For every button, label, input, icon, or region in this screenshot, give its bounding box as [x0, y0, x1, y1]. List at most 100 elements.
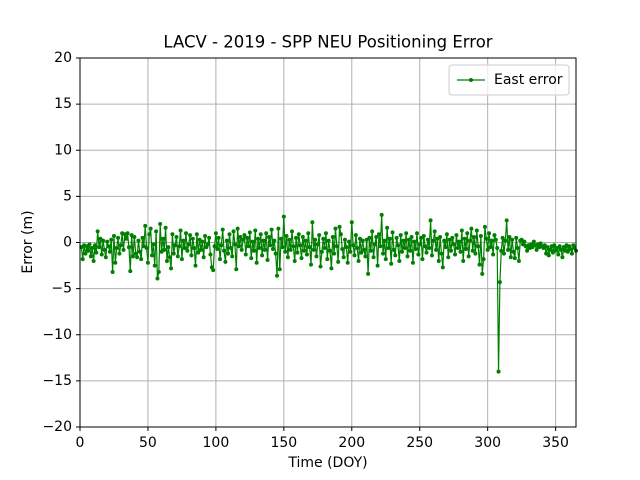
- data-point: [88, 254, 93, 259]
- data-point: [110, 270, 115, 275]
- y-tick-label: 10: [54, 142, 72, 158]
- data-point: [444, 232, 449, 237]
- data-point: [338, 232, 343, 237]
- data-point: [326, 238, 331, 243]
- data-point: [318, 264, 323, 269]
- data-point: [216, 235, 221, 240]
- data-point: [228, 246, 233, 251]
- data-point: [389, 261, 394, 266]
- data-point: [383, 257, 388, 262]
- data-point: [97, 245, 102, 250]
- data-point: [386, 246, 391, 251]
- data-point: [491, 252, 496, 257]
- data-point: [408, 248, 413, 253]
- data-point: [145, 260, 150, 265]
- data-point: [510, 237, 515, 242]
- data-point: [213, 231, 218, 236]
- data-point: [182, 246, 187, 251]
- data-point: [162, 247, 167, 252]
- data-point: [130, 254, 135, 259]
- data-point: [118, 243, 123, 248]
- data-point: [83, 251, 88, 256]
- data-point: [417, 242, 422, 247]
- data-point: [356, 258, 361, 263]
- data-point: [463, 246, 468, 251]
- chart-title: LACV - 2019 - SPP NEU Positioning Error: [163, 33, 492, 52]
- data-point: [299, 256, 304, 261]
- data-point: [473, 251, 478, 256]
- data-point: [111, 234, 116, 239]
- data-point: [302, 248, 307, 253]
- data-point: [154, 229, 159, 234]
- data-point: [496, 369, 501, 374]
- data-point: [285, 255, 290, 260]
- data-point: [429, 253, 434, 258]
- data-point: [374, 234, 379, 239]
- data-point: [480, 271, 485, 276]
- data-point: [472, 234, 477, 239]
- data-point: [415, 231, 420, 236]
- data-point: [431, 238, 436, 243]
- data-point: [179, 257, 184, 262]
- data-point: [425, 237, 430, 242]
- data-point: [222, 248, 227, 253]
- data-point: [106, 244, 111, 249]
- data-point: [177, 244, 182, 249]
- x-tick-label: 0: [76, 435, 85, 451]
- data-point: [469, 226, 474, 231]
- data-point: [404, 231, 409, 236]
- data-point: [569, 251, 574, 256]
- data-point: [192, 246, 197, 251]
- data-point: [508, 255, 513, 260]
- data-point: [332, 251, 337, 256]
- data-point: [147, 232, 152, 237]
- data-point: [341, 255, 346, 260]
- data-point: [477, 262, 482, 267]
- y-tick-label: −10: [42, 327, 72, 343]
- data-point: [227, 232, 232, 237]
- y-tick-label: 5: [63, 188, 72, 204]
- data-point: [151, 242, 156, 247]
- data-point: [139, 257, 144, 262]
- data-point: [163, 225, 168, 230]
- data-point: [247, 230, 252, 235]
- data-point: [249, 256, 254, 261]
- x-tick-label: 50: [139, 435, 157, 451]
- data-point: [208, 252, 213, 257]
- data-point: [322, 246, 327, 251]
- data-point: [488, 245, 493, 250]
- data-point: [378, 244, 383, 249]
- data-point: [292, 258, 297, 263]
- data-point: [412, 239, 417, 244]
- data-point: [241, 237, 246, 242]
- data-point: [223, 259, 228, 264]
- data-point: [280, 245, 285, 250]
- data-point: [164, 258, 169, 263]
- data-point: [144, 246, 149, 251]
- data-point: [340, 246, 345, 251]
- data-point: [86, 248, 91, 253]
- data-point: [400, 249, 405, 254]
- data-point: [446, 255, 451, 260]
- data-point: [323, 231, 328, 236]
- data-point: [226, 251, 231, 256]
- x-tick-label: 250: [406, 435, 433, 451]
- data-point: [371, 255, 376, 260]
- data-point: [439, 251, 444, 256]
- data-point: [148, 226, 153, 231]
- data-point: [167, 255, 172, 260]
- data-point: [265, 258, 270, 263]
- data-point: [152, 263, 157, 268]
- data-point: [390, 230, 395, 235]
- data-point: [534, 247, 539, 252]
- data-point: [284, 234, 289, 239]
- data-point: [448, 248, 453, 253]
- data-point: [298, 243, 303, 248]
- data-point: [345, 260, 350, 265]
- data-point: [455, 246, 460, 251]
- data-point: [242, 233, 247, 238]
- data-point: [306, 231, 311, 236]
- data-point: [568, 246, 573, 251]
- data-point: [349, 220, 354, 225]
- data-point: [330, 234, 335, 239]
